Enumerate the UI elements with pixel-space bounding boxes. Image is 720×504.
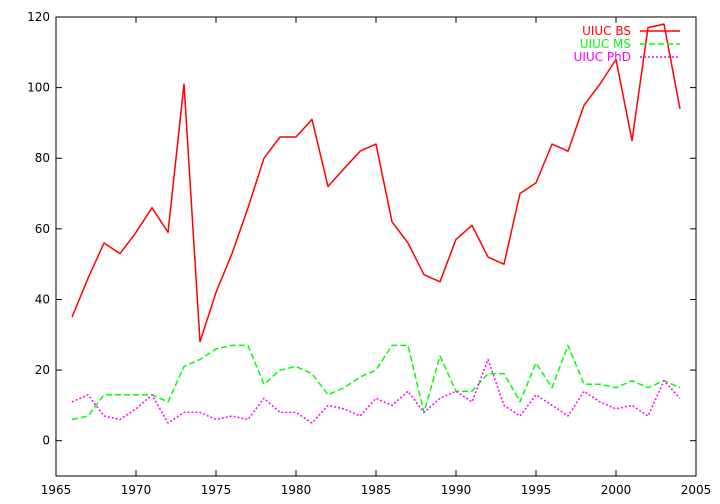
axis-ticks: 1965 1970 1975 1980 1985 1990 1995 2000 2005 0 20 4… [27, 10, 711, 497]
x-tick-label: 1970 [121, 483, 152, 497]
y-tick-label: 0 [42, 434, 50, 448]
y-tick-label: 120 [27, 10, 50, 24]
x-tick-label: 2000 [601, 483, 632, 497]
y-tick-label: 80 [35, 151, 50, 165]
plot-frame [55, 16, 697, 477]
legend-label-uiuc-ms: UIUC MS [580, 37, 631, 51]
x-tick-label: 1965 [41, 483, 72, 497]
legend-label-uiuc-phd: UIUC PhD [574, 50, 631, 64]
x-tick-label: 1975 [201, 483, 232, 497]
legend-label-uiuc-bs: UIUC BS [582, 24, 631, 38]
x-tick-label: 1985 [361, 483, 392, 497]
x-tick-label: 1990 [441, 483, 472, 497]
series-line-uiuc-bs [71, 23, 681, 343]
y-tick-label: 40 [35, 292, 50, 306]
y-tick-label: 100 [27, 81, 50, 95]
series-layer [71, 23, 681, 424]
y-tick-label: 60 [35, 222, 50, 236]
series-line-uiuc-ms [71, 344, 681, 421]
series-line-uiuc-phd [71, 358, 681, 424]
x-tick-label: 1995 [521, 483, 552, 497]
x-tick-label: 1980 [281, 483, 312, 497]
x-tick-label: 2005 [681, 483, 712, 497]
y-tick-label: 20 [35, 363, 50, 377]
